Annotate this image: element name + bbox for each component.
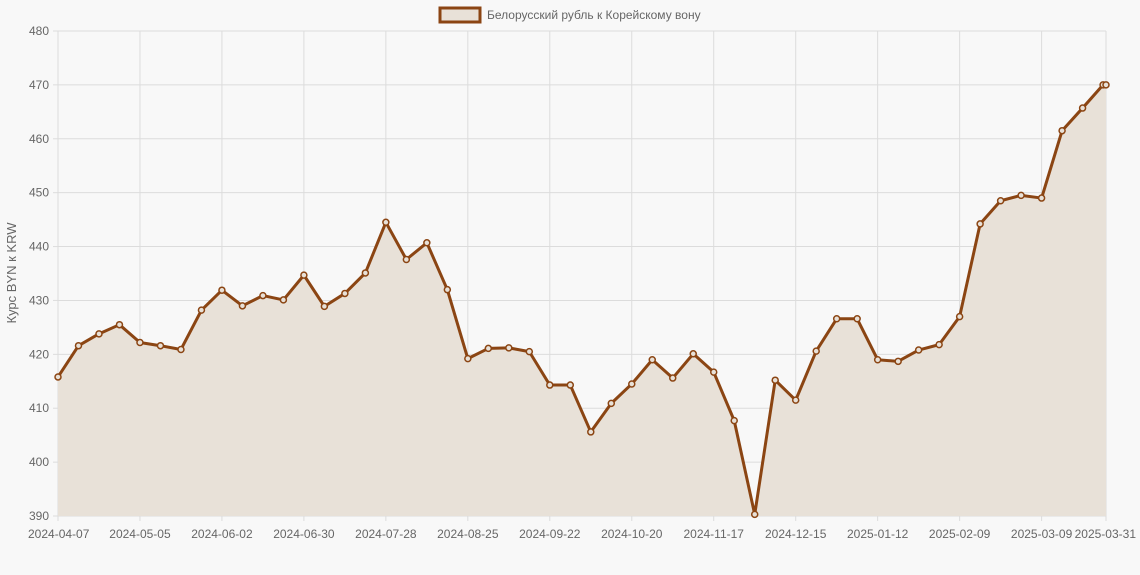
data-point[interactable]	[361, 269, 370, 277]
data-point[interactable]	[484, 344, 493, 353]
data-point[interactable]	[955, 312, 964, 321]
data-point[interactable]	[1078, 104, 1087, 112]
data-point[interactable]	[668, 374, 677, 382]
data-point[interactable]	[1017, 191, 1025, 200]
legend-swatch[interactable]	[438, 6, 482, 24]
data-point[interactable]	[689, 350, 697, 358]
data-point[interactable]	[996, 197, 1005, 205]
x-tick-label: 2024-06-30	[273, 527, 335, 541]
x-tick-label: 2025-01-12	[847, 527, 909, 541]
data-point[interactable]	[423, 239, 431, 247]
data-point[interactable]	[197, 306, 206, 314]
x-tick-label: 2024-04-07	[28, 527, 90, 541]
data-point[interactable]	[177, 345, 185, 354]
data-point[interactable]	[709, 368, 718, 376]
x-tick-label: 2025-03-31	[1075, 527, 1137, 541]
data-point[interactable]	[320, 302, 329, 311]
y-tick-label: 430	[29, 293, 49, 307]
data-point[interactable]	[525, 347, 534, 356]
data-point[interactable]	[566, 381, 575, 389]
x-tick-label: 2024-12-15	[765, 527, 827, 541]
data-point[interactable]	[279, 296, 288, 304]
data-point[interactable]	[115, 320, 124, 329]
data-point[interactable]	[628, 380, 636, 388]
x-tick-label: 2024-10-20	[601, 527, 663, 541]
data-point[interactable]	[464, 354, 472, 363]
data-point[interactable]	[1058, 126, 1066, 135]
data-point[interactable]	[1102, 81, 1110, 89]
data-point[interactable]	[894, 357, 902, 366]
data-point[interactable]	[95, 330, 103, 338]
data-point[interactable]	[341, 289, 349, 298]
data-point[interactable]	[648, 355, 657, 364]
data-point[interactable]	[914, 346, 923, 354]
data-point[interactable]	[218, 286, 226, 294]
data-point[interactable]	[546, 381, 554, 389]
data-point[interactable]	[259, 291, 267, 300]
data-point[interactable]	[935, 340, 943, 349]
data-point[interactable]	[976, 220, 984, 228]
data-point[interactable]	[54, 373, 62, 381]
data-point[interactable]	[300, 271, 308, 279]
y-tick-label: 460	[29, 132, 49, 146]
y-axis-ticks: 390 400 410 420 430 440 450 460 470 480	[29, 24, 58, 523]
x-tick-label: 2024-05-05	[109, 527, 171, 541]
x-tick-label: 2024-06-02	[191, 527, 253, 541]
data-point[interactable]	[791, 396, 800, 404]
y-tick-label: 420	[29, 347, 49, 361]
y-tick-label: 410	[29, 401, 49, 415]
x-axis-ticks: 2024-04-07 2024-05-05 2024-06-02 2024-06-30…	[28, 516, 1136, 541]
x-tick-label: 2025-02-09	[929, 527, 991, 541]
data-point[interactable]	[402, 255, 411, 264]
data-point[interactable]	[136, 338, 144, 347]
data-point[interactable]	[74, 341, 83, 350]
data-point[interactable]	[238, 302, 247, 310]
x-tick-label: 2025-03-09	[1011, 527, 1073, 541]
y-tick-label: 470	[29, 78, 49, 92]
data-point[interactable]	[853, 315, 861, 323]
y-tick-label: 400	[29, 455, 49, 469]
x-tick-label: 2024-07-28	[355, 527, 417, 541]
data-point[interactable]	[873, 355, 882, 364]
y-axis-title: Курс BYN к KRW	[4, 222, 19, 324]
x-tick-label: 2024-09-22	[519, 527, 581, 541]
legend-label[interactable]: Белорусский рубль к Корейскому вону	[487, 8, 701, 22]
data-point[interactable]	[750, 510, 759, 519]
data-point[interactable]	[771, 376, 779, 384]
data-point[interactable]	[730, 416, 738, 425]
data-point[interactable]	[1037, 194, 1046, 202]
data-point[interactable]	[156, 341, 165, 350]
data-point[interactable]	[587, 428, 595, 436]
data-point[interactable]	[382, 218, 390, 227]
x-tick-label: 2024-11-17	[683, 527, 744, 541]
series-area-fill	[58, 84, 1106, 516]
data-points	[54, 81, 1110, 519]
y-tick-label: 450	[29, 186, 49, 200]
y-tick-label: 480	[29, 24, 49, 38]
data-point[interactable]	[505, 344, 513, 352]
data-point[interactable]	[443, 285, 452, 294]
data-point[interactable]	[607, 399, 616, 408]
legend[interactable]: Белорусский рубль к Корейскому вону	[438, 6, 701, 24]
y-tick-label: 440	[29, 240, 49, 254]
data-point[interactable]	[812, 347, 820, 355]
data-point[interactable]	[832, 315, 841, 323]
x-tick-label: 2024-08-25	[437, 527, 499, 541]
y-tick-label: 390	[29, 509, 49, 523]
